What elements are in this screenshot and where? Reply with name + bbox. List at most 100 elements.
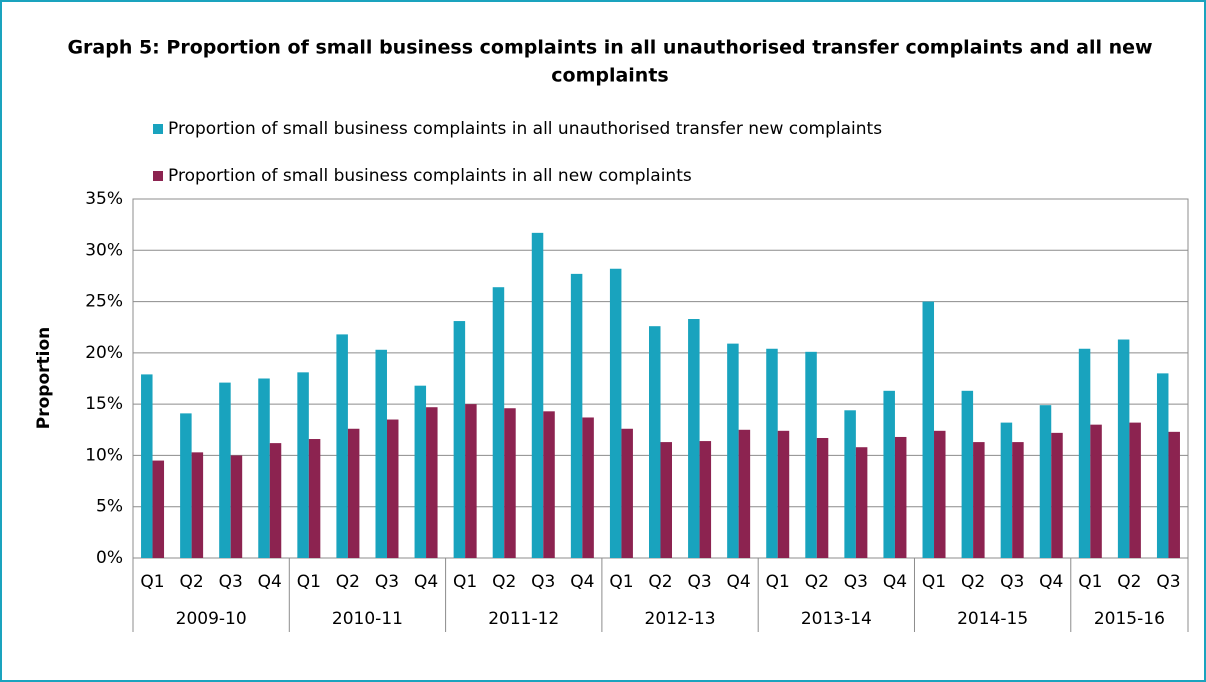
x-tick-label: Q1 (1078, 572, 1102, 592)
bar (375, 349, 387, 558)
x-tick-label: Q2 (961, 572, 985, 592)
bar (308, 439, 321, 558)
x-tick-label: Q1 (922, 572, 946, 592)
legend-swatch (153, 124, 163, 134)
bar (922, 301, 935, 558)
bar (426, 407, 438, 558)
x-group-label: 2014-15 (957, 609, 1028, 629)
chart-title-continued: complaints (551, 65, 668, 87)
bar (855, 447, 868, 558)
bar (414, 385, 427, 558)
x-tick-label: Q2 (336, 572, 360, 592)
bar (649, 326, 661, 558)
bar (336, 334, 348, 558)
bar (738, 429, 751, 558)
x-group-label: 2015-16 (1094, 609, 1165, 629)
bar (1117, 339, 1130, 558)
x-tick-label: Q1 (453, 572, 477, 592)
bar (180, 413, 192, 558)
bar (688, 319, 700, 558)
legend-label: Proportion of small business complaints … (168, 166, 692, 186)
bar (1156, 373, 1169, 558)
x-tick-label: Q4 (258, 572, 282, 592)
x-tick-label: Q4 (1039, 572, 1063, 592)
bar (973, 442, 985, 558)
bar (961, 390, 974, 558)
x-group-label: 2013-14 (801, 609, 872, 629)
x-group-label: 2012-13 (645, 609, 716, 629)
x-tick-label: Q4 (727, 572, 751, 592)
bar (191, 452, 204, 558)
bar (844, 410, 856, 558)
bar (766, 348, 778, 558)
bar (1000, 422, 1013, 558)
bar (621, 428, 633, 558)
x-tick-label: Q2 (648, 572, 672, 592)
bar (934, 430, 946, 558)
x-tick-label: Q4 (570, 572, 594, 592)
bar (141, 374, 153, 558)
y-tick-label: 5% (96, 497, 123, 517)
x-tick-label: Q2 (180, 572, 204, 592)
x-tick-label: Q2 (1117, 572, 1141, 592)
chart-title: Graph 5: Proportion of small business co… (67, 37, 1152, 59)
x-tick-label: Q3 (1156, 572, 1180, 592)
bar (660, 442, 672, 558)
bar (347, 428, 360, 558)
bar (152, 460, 165, 558)
y-tick-label: 10% (85, 445, 123, 465)
bar (816, 437, 829, 558)
bar (1012, 442, 1024, 558)
x-tick-label: Q3 (531, 572, 555, 592)
bar (805, 351, 817, 558)
x-tick-label: Q1 (609, 572, 633, 592)
bar (504, 408, 516, 558)
bar (699, 441, 712, 558)
bar (570, 273, 583, 558)
legend-swatch (153, 171, 163, 181)
bar (609, 268, 622, 558)
x-tick-label: Q1 (297, 572, 321, 592)
bar (894, 436, 907, 558)
bar (1129, 422, 1141, 558)
y-tick-label: 15% (85, 394, 123, 414)
bar (727, 343, 739, 558)
bar (582, 417, 594, 558)
y-tick-label: 20% (85, 343, 123, 363)
y-axis-label: Proportion (34, 327, 54, 430)
bar (492, 287, 505, 558)
bar (543, 411, 555, 558)
legend-label: Proportion of small business complaints … (168, 119, 882, 139)
bar (1039, 405, 1052, 558)
bar (258, 378, 270, 558)
x-tick-label: Q1 (140, 572, 164, 592)
x-tick-label: Q3 (375, 572, 399, 592)
bar (1051, 432, 1063, 558)
bar (297, 372, 309, 558)
bar (531, 232, 544, 558)
bar (453, 321, 466, 558)
bar (777, 430, 790, 558)
x-group-label: 2011-12 (488, 609, 559, 629)
x-tick-label: Q4 (883, 572, 907, 592)
bar (883, 390, 895, 558)
bar (269, 443, 282, 558)
x-tick-label: Q3 (219, 572, 243, 592)
x-tick-label: Q2 (492, 572, 516, 592)
x-tick-label: Q3 (1000, 572, 1024, 592)
x-tick-label: Q1 (766, 572, 790, 592)
x-tick-label: Q3 (687, 572, 711, 592)
bar (219, 382, 231, 558)
x-tick-label: Q4 (414, 572, 438, 592)
y-tick-label: 25% (85, 292, 123, 312)
y-tick-label: 0% (96, 548, 123, 568)
bar (1090, 424, 1102, 558)
x-tick-label: Q3 (844, 572, 868, 592)
bar (1168, 431, 1180, 558)
x-group-label: 2010-11 (332, 609, 403, 629)
y-tick-label: 35% (85, 189, 123, 209)
y-tick-label: 30% (85, 240, 123, 260)
